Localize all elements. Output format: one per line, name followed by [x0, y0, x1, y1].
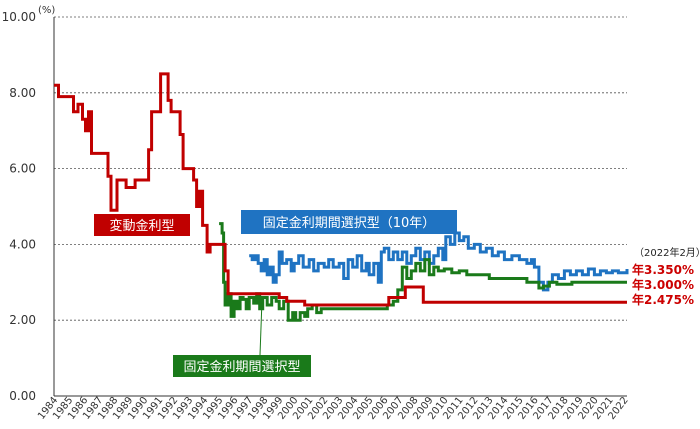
x-axis-ticks: 1984198519861987198819891990199119921993… — [36, 395, 631, 422]
y-tick-label: 4.00 — [9, 237, 36, 251]
series-lines — [54, 72, 629, 322]
series-line-variable-rate — [54, 72, 627, 307]
y-tick-label: 0.00 — [9, 389, 36, 403]
y-tick-label: 10.00 — [2, 10, 36, 24]
label-box-fixed-period: 固定金利期間選択型 — [173, 355, 311, 377]
label-box-fixed-10y: 固定金利期間選択型（10年） — [241, 210, 457, 234]
y-tick-label: 8.00 — [9, 86, 36, 100]
label-box-variable-rate: 変動金利型 — [94, 214, 190, 236]
y-axis-ticks: 0.00 2.00 4.00 6.00 8.00 10.00 — [2, 10, 36, 403]
y-tick-label: 2.00 — [9, 313, 36, 327]
series-line-fixed-10y — [249, 231, 629, 292]
series-line-fixed-period — [219, 222, 627, 322]
label-fixed-10y: 固定金利期間選択型（10年） — [263, 215, 436, 231]
grid — [53, 16, 627, 397]
label-fixed-period: 固定金利期間選択型 — [183, 359, 300, 375]
leader-line-fixed-period — [259, 299, 263, 356]
end-rate-fixed-10y: 年3.350% — [632, 262, 694, 277]
end-rate-fixed-period: 年3.000% — [632, 277, 694, 292]
y-tick-label: 6.00 — [9, 162, 36, 176]
y-axis-unit: (%) — [38, 5, 55, 16]
end-rate-variable: 年2.475% — [632, 292, 694, 307]
end-date-label: （2022年2月） — [634, 246, 700, 259]
label-variable-rate: 変動金利型 — [109, 218, 174, 234]
